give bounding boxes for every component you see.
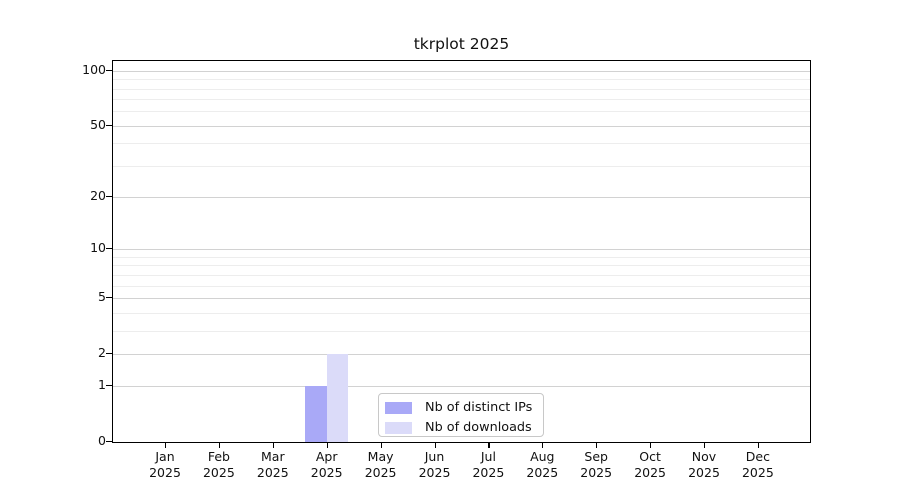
x-tick-label-may: May 2025 xyxy=(364,449,397,480)
x-tick-nov xyxy=(704,443,706,448)
bar-downloads-apr xyxy=(326,353,349,442)
x-tick-feb xyxy=(218,443,221,448)
x-tick-label-nov: Nov 2025 xyxy=(688,449,720,480)
y-tick-2 xyxy=(106,352,112,354)
x-tick-label-jun: Jun 2025 xyxy=(418,449,451,480)
legend-label-downloads: Nb of downloads xyxy=(425,420,532,435)
x-tick-mar xyxy=(272,443,274,448)
x-tick-dec xyxy=(757,443,760,448)
x-tick-label-feb: Feb 2025 xyxy=(202,449,235,480)
gridline-y-60 xyxy=(113,111,810,113)
legend-item-distinct-ips: Nb of distinct IPs xyxy=(385,399,537,416)
y-tick-label-20: 20 xyxy=(90,188,106,204)
x-tick-jul xyxy=(488,443,490,448)
x-tick-sep xyxy=(596,443,598,448)
legend-swatch-distinct-ips-icon xyxy=(385,401,412,414)
gridline-y-40 xyxy=(113,143,810,145)
x-tick-label-dec: Dec 2025 xyxy=(741,449,774,480)
x-tick-may xyxy=(380,443,382,448)
gridline-y-8 xyxy=(113,265,810,267)
y-tick-label-10: 10 xyxy=(90,240,106,256)
y-tick-label-5: 5 xyxy=(98,288,106,304)
x-tick-label-jul: Jul 2025 xyxy=(472,449,505,480)
gridline-y-1 xyxy=(113,386,810,388)
y-tick-1 xyxy=(106,385,112,387)
y-tick-5 xyxy=(106,296,112,299)
x-tick-label-aug: Aug 2025 xyxy=(526,449,559,480)
y-tick-0 xyxy=(106,441,112,443)
legend-item-downloads: Nb of downloads xyxy=(385,419,537,436)
y-tick-label-100: 100 xyxy=(82,61,106,77)
y-tick-50 xyxy=(106,124,112,126)
y-tick-label-2: 2 xyxy=(98,344,106,360)
x-tick-label-mar: Mar 2025 xyxy=(256,449,289,480)
gridline-y-2 xyxy=(113,353,810,355)
legend-label-distinct-ips: Nb of distinct IPs xyxy=(425,400,533,415)
y-tick-label-0: 0 xyxy=(98,433,106,448)
gridline-y-70 xyxy=(113,99,810,101)
y-tick-10 xyxy=(106,248,112,250)
x-tick-oct xyxy=(650,443,652,448)
gridline-y-7 xyxy=(113,274,810,276)
gridline-y-3 xyxy=(113,330,810,332)
gridline-y-50 xyxy=(113,125,810,127)
chart-title: tkrplot 2025 xyxy=(413,35,510,53)
gridline-y-6 xyxy=(113,285,810,287)
plot-area: Nb of distinct IPs Nb of downloads xyxy=(112,60,811,443)
x-tick-label-oct: Oct 2025 xyxy=(634,449,666,480)
x-tick-jan xyxy=(165,443,167,448)
x-tick-label-sep: Sep 2025 xyxy=(580,449,613,480)
gridline-y-20 xyxy=(113,197,810,199)
x-tick-apr xyxy=(326,443,328,448)
gridline-y-30 xyxy=(113,165,810,167)
x-tick-label-jan: Jan 2025 xyxy=(149,449,181,480)
x-tick-aug xyxy=(542,443,544,448)
bar-distinct-ips-apr xyxy=(305,386,327,442)
y-tick-100 xyxy=(106,69,112,71)
gridline-y-100 xyxy=(113,70,810,72)
gridline-y-90 xyxy=(113,79,810,81)
y-tick-label-50: 50 xyxy=(90,116,106,132)
gridline-y-9 xyxy=(113,256,810,258)
y-tick-label-1: 1 xyxy=(98,377,106,393)
y-tick-20 xyxy=(106,196,112,198)
legend-swatch-downloads-icon xyxy=(385,421,412,434)
x-tick-jun xyxy=(434,443,436,448)
gridline-y-5 xyxy=(113,297,810,299)
gridline-y-10 xyxy=(113,249,810,251)
gridline-y-4 xyxy=(113,312,810,314)
gridline-y-80 xyxy=(113,88,810,90)
legend: Nb of distinct IPs Nb of downloads xyxy=(378,393,544,437)
x-tick-label-apr: Apr 2025 xyxy=(310,449,343,480)
